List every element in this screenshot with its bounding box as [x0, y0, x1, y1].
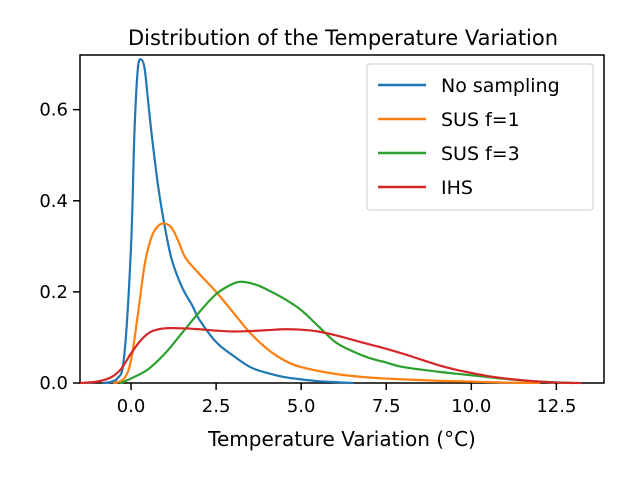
series-line-ihs — [78, 326, 582, 385]
legend-label-sus-f-1: SUS f=1 — [441, 109, 520, 131]
legend-label-ihs: IHS — [441, 177, 473, 199]
series-line-no-sampling — [102, 58, 354, 385]
y-tick-label: 0.0 — [39, 373, 68, 394]
y-tick-label: 0.4 — [39, 191, 68, 212]
series-line-sus-f-1 — [112, 222, 541, 385]
y-tick-label: 0.2 — [39, 282, 68, 303]
series-line-sus-f-3 — [119, 280, 575, 385]
plot-area — [78, 54, 605, 385]
y-axis: 0.0 0.2 0.4 0.6 — [39, 100, 80, 394]
chart-title: Distribution of the Temperature Variatio… — [128, 26, 558, 50]
y-tick-label: 0.6 — [39, 100, 68, 121]
legend-label-no-sampling: No sampling — [441, 75, 560, 97]
x-axis-title: Temperature Variation (°C) — [207, 427, 476, 451]
legend-items: No sampling SUS f=1 SUS f=3 IHS — [378, 75, 560, 199]
x-tick-label: 12.5 — [536, 396, 576, 417]
x-tick-label: 5.0 — [287, 396, 316, 417]
legend: No sampling SUS f=1 SUS f=3 IHS — [366, 63, 594, 211]
x-axis: 0.0 2.5 5.0 7.5 10.0 12.5 — [117, 383, 576, 417]
legend-label-sus-f-3: SUS f=3 — [441, 143, 520, 165]
x-tick-label: 2.5 — [202, 396, 231, 417]
legend-frame — [366, 63, 594, 211]
x-tick-label: 0.0 — [117, 396, 146, 417]
series-layer — [78, 58, 582, 385]
x-tick-label: 10.0 — [451, 396, 491, 417]
x-tick-label: 7.5 — [372, 396, 401, 417]
